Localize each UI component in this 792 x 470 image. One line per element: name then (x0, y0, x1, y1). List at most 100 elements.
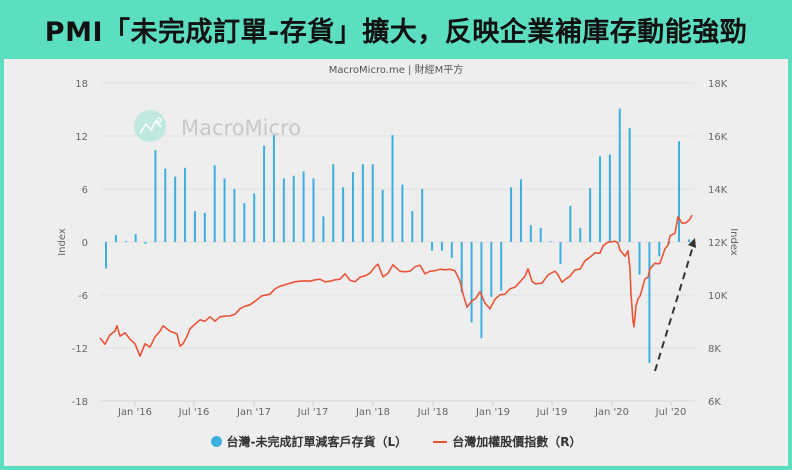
bar[interactable] (460, 242, 463, 293)
bar[interactable] (174, 176, 177, 242)
left-axis-label: Index (57, 228, 68, 256)
bar[interactable] (678, 141, 681, 242)
legend-label: 台灣-未完成訂單減客戶存貨（L） (226, 435, 408, 449)
bar[interactable] (549, 241, 552, 243)
bar[interactable] (391, 135, 394, 242)
bar[interactable] (490, 242, 493, 297)
bar[interactable] (114, 234, 117, 242)
bar[interactable] (105, 242, 107, 269)
bar[interactable] (292, 175, 295, 242)
bar[interactable] (569, 205, 572, 242)
bar[interactable] (371, 164, 374, 242)
logo-chart-icon (139, 119, 162, 134)
bar[interactable] (608, 154, 611, 242)
trend-arrow-line (654, 242, 695, 372)
x-axis-tick: Jan '17 (236, 407, 271, 418)
legend-dot-icon (210, 436, 222, 447)
arrow-head-icon (688, 238, 696, 248)
right-axis-tick: 14K (708, 185, 728, 196)
bar[interactable] (253, 193, 256, 242)
bar[interactable] (421, 189, 424, 242)
right-axis-tick: 10K (708, 291, 728, 302)
x-axis-tick: Jul '20 (655, 407, 687, 418)
x-axis-tick: Jan '20 (594, 407, 629, 418)
bar[interactable] (440, 242, 443, 251)
left-axis-tick: 0 (82, 238, 88, 249)
bar[interactable] (243, 203, 246, 242)
bar[interactable] (401, 184, 404, 242)
chart-panel: MacroMicro.me | 財經M平方 18 18K 12 16K 6 14K 0 12K… (4, 59, 788, 466)
x-axis-tick: Jan '16 (117, 407, 152, 418)
bar[interactable] (263, 145, 266, 242)
right-axis-tick: 18K (708, 79, 728, 90)
bar[interactable] (154, 150, 157, 242)
legend-item-backlog-inventory[interactable]: 台灣-未完成訂單減客戶存貨（L） (210, 433, 408, 450)
page-title: PMI「未完成訂單-存貨」擴大，反映企業補庫存動能強勁 (44, 17, 748, 48)
right-axis-tick: 12K (708, 238, 728, 249)
bar[interactable] (470, 242, 473, 323)
bar[interactable] (648, 242, 651, 364)
bar[interactable] (272, 135, 275, 242)
bar[interactable] (411, 211, 414, 242)
bar[interactable] (618, 108, 621, 242)
bar[interactable] (342, 187, 345, 242)
bar[interactable] (322, 216, 325, 242)
left-axis-tick: -18 (72, 397, 88, 408)
x-axis-tick: Jan '18 (355, 407, 390, 418)
bar[interactable] (589, 188, 592, 242)
bar[interactable] (352, 172, 354, 242)
x-axis-tick: Jul '18 (417, 407, 449, 418)
left-axis-tick: 12 (75, 132, 88, 143)
bar[interactable] (302, 171, 305, 242)
bar[interactable] (213, 165, 216, 242)
bar[interactable] (203, 212, 206, 242)
taiex-line[interactable] (99, 214, 693, 357)
logo-dot-icon (156, 117, 162, 123)
bar[interactable] (510, 187, 513, 242)
bar[interactable] (628, 128, 631, 242)
bar[interactable] (361, 164, 364, 242)
bar[interactable] (529, 225, 532, 242)
bar[interactable] (539, 227, 542, 242)
bar[interactable] (124, 241, 127, 243)
bar[interactable] (431, 242, 434, 251)
bar[interactable] (480, 242, 483, 339)
bar[interactable] (184, 167, 187, 242)
bar[interactable] (332, 164, 335, 242)
watermark-logo: MacroMicro (134, 110, 301, 142)
bar[interactable] (381, 189, 384, 242)
right-axis-tick: 8K (708, 344, 721, 355)
bar[interactable] (599, 156, 601, 242)
left-axis-tick: -12 (72, 344, 88, 355)
bar[interactable] (687, 239, 690, 242)
bar-series (105, 108, 690, 364)
bar[interactable] (282, 178, 285, 242)
bar[interactable] (519, 179, 522, 242)
x-axis-tick: Jul '17 (297, 407, 329, 418)
legend-label: 台灣加權股價指數（R） (452, 435, 582, 449)
bar[interactable] (223, 178, 226, 242)
bar[interactable] (164, 168, 167, 242)
x-axis-tick: Jul '19 (536, 407, 568, 418)
left-axis-tick: 6 (82, 185, 88, 196)
chart-source: MacroMicro.me | 財經M平方 (328, 65, 464, 76)
gridlines (100, 82, 695, 402)
bar[interactable] (500, 242, 503, 291)
bar[interactable] (638, 242, 641, 275)
legend-line-icon (433, 440, 448, 443)
title-banner: PMI「未完成訂單-存貨」擴大，反映企業補庫存動能強勁 (0, 0, 792, 59)
bar[interactable] (559, 242, 562, 265)
x-axis-tick: Jan '19 (475, 407, 510, 418)
bar[interactable] (658, 242, 661, 257)
chart-canvas[interactable]: 18 18K 12 16K 6 14K 0 12K -6 10K -12 8K -18 6K Index In… (4, 59, 788, 466)
bar[interactable] (144, 242, 147, 244)
bar[interactable] (134, 234, 137, 242)
bar[interactable] (312, 178, 315, 242)
right-axis-tick: 16K (708, 132, 728, 143)
bar[interactable] (579, 227, 582, 242)
right-axis-label: Index (728, 228, 739, 256)
bar[interactable] (233, 189, 236, 242)
bar[interactable] (450, 242, 453, 258)
legend-item-taiex[interactable]: 台灣加權股價指數（R） (433, 433, 581, 450)
bar[interactable] (193, 211, 196, 242)
